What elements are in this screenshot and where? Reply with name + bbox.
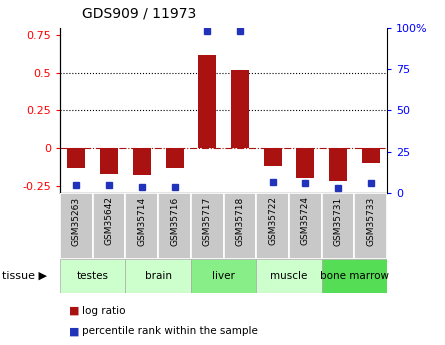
Text: testes: testes	[77, 271, 109, 281]
Text: brain: brain	[145, 271, 172, 281]
Bar	[166, 148, 183, 168]
Bar	[224, 193, 256, 259]
Text: liver: liver	[212, 271, 235, 281]
Text: ■: ■	[69, 326, 80, 336]
Bar	[93, 193, 125, 259]
Bar	[355, 193, 387, 259]
Text: muscle: muscle	[271, 271, 307, 281]
Text: GSM35263: GSM35263	[72, 196, 81, 246]
Text: GSM35714: GSM35714	[138, 196, 146, 246]
Text: GDS909 / 11973: GDS909 / 11973	[82, 7, 197, 21]
Text: tissue ▶: tissue ▶	[2, 271, 47, 281]
Bar	[329, 148, 347, 181]
Text: GSM35731: GSM35731	[334, 196, 343, 246]
Bar	[296, 148, 314, 178]
Text: percentile rank within the sample: percentile rank within the sample	[82, 326, 258, 336]
Bar	[264, 148, 282, 166]
Text: GSM35733: GSM35733	[366, 196, 375, 246]
Bar	[158, 193, 191, 259]
Bar	[191, 193, 224, 259]
Bar	[68, 148, 85, 168]
Text: bone marrow: bone marrow	[320, 271, 389, 281]
Bar	[322, 259, 387, 293]
Text: GSM35722: GSM35722	[268, 196, 277, 246]
Bar	[322, 193, 355, 259]
Text: GSM35642: GSM35642	[105, 196, 113, 246]
Bar	[125, 193, 158, 259]
Bar	[198, 55, 216, 148]
Text: GSM35716: GSM35716	[170, 196, 179, 246]
Bar	[100, 148, 118, 174]
Text: GSM35717: GSM35717	[203, 196, 212, 246]
Text: GSM35718: GSM35718	[235, 196, 244, 246]
Bar	[60, 193, 93, 259]
Text: ■: ■	[69, 306, 80, 315]
Bar	[289, 193, 322, 259]
Text: GSM35724: GSM35724	[301, 196, 310, 246]
Text: log ratio: log ratio	[82, 306, 126, 315]
Bar	[60, 259, 125, 293]
Bar	[256, 193, 289, 259]
Bar	[125, 259, 191, 293]
Bar	[191, 259, 256, 293]
Bar	[256, 259, 322, 293]
Bar	[231, 70, 249, 148]
Bar	[133, 148, 151, 175]
Bar	[362, 148, 380, 163]
